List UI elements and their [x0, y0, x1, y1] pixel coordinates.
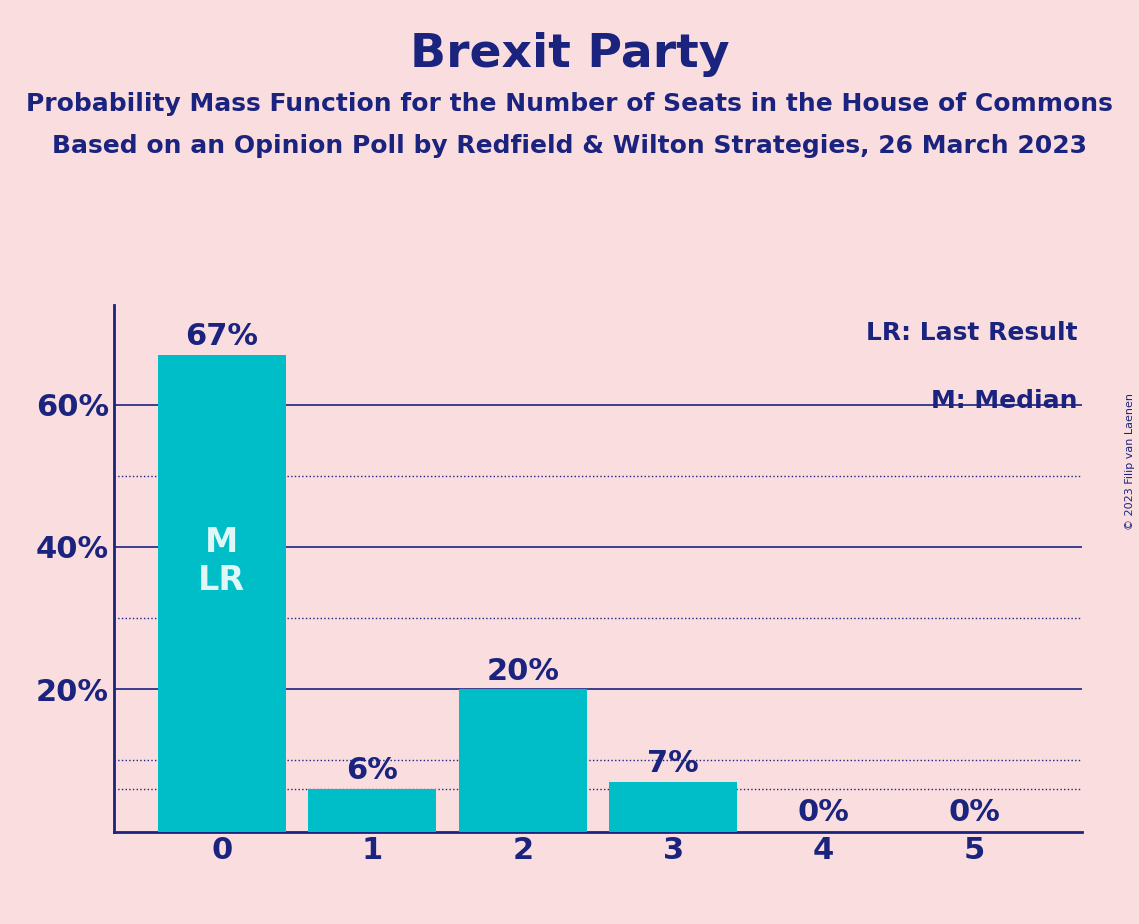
Bar	[158, 355, 286, 832]
Text: 20%: 20%	[486, 657, 559, 686]
Bar	[309, 789, 436, 832]
Text: 0%: 0%	[948, 797, 1000, 827]
Text: Probability Mass Function for the Number of Seats in the House of Commons: Probability Mass Function for the Number…	[26, 92, 1113, 116]
Text: 6%: 6%	[346, 757, 399, 785]
Text: M
LR: M LR	[198, 526, 245, 597]
Text: 67%: 67%	[186, 322, 259, 351]
Text: Brexit Party: Brexit Party	[410, 32, 729, 78]
Text: 7%: 7%	[647, 749, 699, 778]
Text: Based on an Opinion Poll by Redfield & Wilton Strategies, 26 March 2023: Based on an Opinion Poll by Redfield & W…	[52, 134, 1087, 158]
Text: 0%: 0%	[797, 797, 850, 827]
Bar	[609, 782, 737, 832]
Text: LR: Last Result: LR: Last Result	[866, 321, 1077, 345]
Bar	[459, 689, 587, 832]
Text: M: Median: M: Median	[931, 389, 1077, 413]
Text: © 2023 Filip van Laenen: © 2023 Filip van Laenen	[1125, 394, 1134, 530]
